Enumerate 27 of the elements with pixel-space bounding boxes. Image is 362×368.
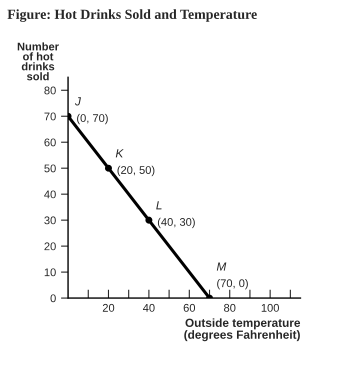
y-tick-label: 80 bbox=[44, 86, 56, 94]
x-tick-label: 40 bbox=[142, 304, 155, 312]
annotation: (0, 70) bbox=[77, 114, 108, 124]
x-tick-label: 60 bbox=[184, 304, 196, 312]
y-tick-label: 20 bbox=[44, 242, 56, 250]
y-tick-label: 50 bbox=[44, 164, 56, 172]
point bbox=[145, 216, 152, 224]
y-tick-label: 40 bbox=[44, 190, 56, 198]
y-tick-label: 60 bbox=[44, 138, 56, 146]
annotation: J bbox=[74, 97, 81, 106]
x-tick-label: 80 bbox=[224, 304, 236, 312]
annotation: K bbox=[116, 149, 124, 158]
y-tick-label: 30 bbox=[44, 216, 56, 224]
x-tick-label: 20 bbox=[102, 304, 114, 312]
x-tick-label: 100 bbox=[262, 304, 279, 312]
annotation: (20, 50) bbox=[117, 166, 154, 176]
annotation: (40, 30) bbox=[158, 218, 195, 228]
y-tick-label: 10 bbox=[44, 268, 56, 276]
y-tick-label: 70 bbox=[44, 112, 56, 120]
chart-title: Figure: Hot Drinks Sold and Temperature bbox=[7, 9, 257, 22]
point bbox=[105, 164, 112, 172]
annotation: (70, 0) bbox=[217, 279, 248, 290]
annotation: M bbox=[216, 262, 226, 271]
x-axis-title: Outside temperature (degrees Fahrenheit) bbox=[184, 318, 300, 342]
y-tick-label: 0 bbox=[50, 294, 56, 302]
annotation: L bbox=[156, 201, 162, 210]
y-axis-title: Number of hot drinks sold bbox=[18, 42, 59, 80]
